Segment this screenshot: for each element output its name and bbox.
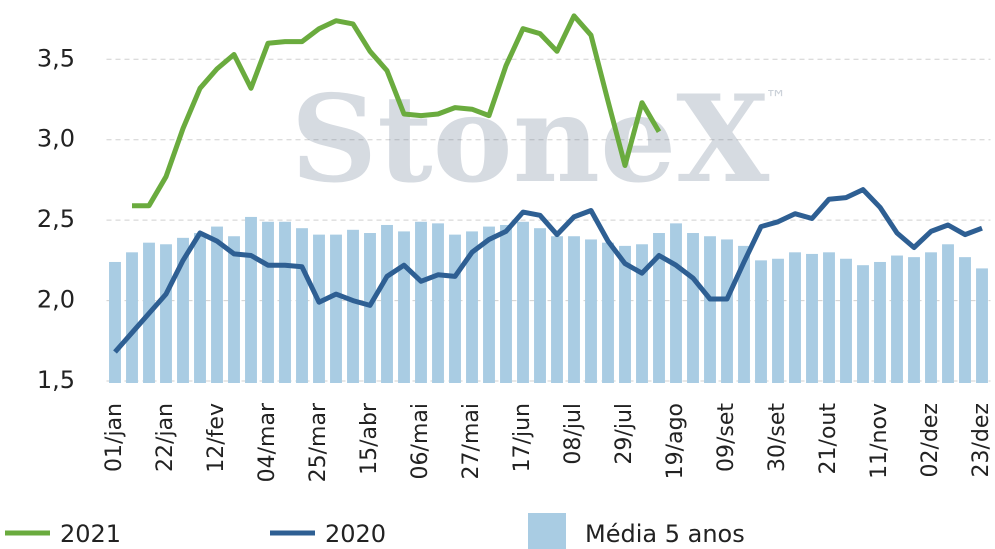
bar xyxy=(755,260,767,383)
bar xyxy=(942,244,954,383)
legend-label: 2021 xyxy=(60,520,121,548)
bar xyxy=(364,233,376,383)
x-tick-label: 06/mai xyxy=(408,403,433,479)
bar xyxy=(789,252,801,383)
bar xyxy=(908,257,920,383)
x-tick-label: 08/jul xyxy=(561,403,586,465)
bar xyxy=(959,257,971,383)
x-tick-label: 19/ago xyxy=(663,403,688,479)
bar xyxy=(296,228,308,383)
bar xyxy=(670,223,682,383)
x-tick-label: 29/jul xyxy=(612,403,637,465)
bar xyxy=(806,253,818,383)
legend-label: 2020 xyxy=(325,520,386,548)
bar xyxy=(194,233,206,383)
x-tick-label: 11/nov xyxy=(867,403,892,479)
bar xyxy=(976,268,988,383)
bar xyxy=(245,216,257,383)
bar xyxy=(653,233,665,383)
bar xyxy=(432,223,444,383)
bar xyxy=(347,229,359,383)
y-tick-label: 3,0 xyxy=(37,125,75,153)
y-tick-label: 2,5 xyxy=(37,205,75,233)
bar xyxy=(823,252,835,383)
bar xyxy=(704,236,716,383)
bar xyxy=(177,237,189,383)
bar xyxy=(449,234,461,383)
bar xyxy=(109,261,121,383)
line-2020 xyxy=(113,187,983,354)
bars xyxy=(109,216,988,383)
bar xyxy=(687,233,699,383)
legend-label: Média 5 anos xyxy=(585,520,745,548)
bar xyxy=(381,224,393,383)
legend-swatch xyxy=(528,513,566,549)
x-tick-label: 04/mar xyxy=(255,402,280,482)
y-tick-label: 3,5 xyxy=(37,44,75,72)
bar xyxy=(534,228,546,383)
bar xyxy=(840,258,852,383)
x-tick-label: 23/dez xyxy=(969,403,994,477)
bar xyxy=(160,244,172,383)
bar xyxy=(619,245,631,383)
lines xyxy=(113,13,983,354)
bar xyxy=(330,234,342,383)
bar xyxy=(721,239,733,383)
bar xyxy=(891,255,903,383)
watermark-mark: ™ xyxy=(765,87,787,112)
x-tick-label: 17/jun xyxy=(510,403,535,472)
bar xyxy=(415,221,427,383)
bar xyxy=(500,224,512,383)
bar xyxy=(398,231,410,383)
bar xyxy=(466,231,478,383)
x-tick-label: 27/mai xyxy=(459,403,484,479)
bar xyxy=(126,252,138,383)
x-tick-label: 02/dez xyxy=(918,403,943,477)
bar xyxy=(517,221,529,383)
x-tick-label: 12/fev xyxy=(204,403,229,473)
bar xyxy=(313,234,325,383)
bar xyxy=(211,226,223,383)
x-tick-label: 21/out xyxy=(816,403,841,475)
bar xyxy=(228,236,240,383)
bar xyxy=(738,245,750,383)
x-tick-label: 15/abr xyxy=(357,402,382,475)
x-tick-label: 30/set xyxy=(765,403,790,472)
bar xyxy=(483,226,495,383)
bar xyxy=(772,258,784,383)
y-tick-label: 2,0 xyxy=(37,286,75,314)
bar xyxy=(925,252,937,383)
bar xyxy=(262,221,274,383)
watermark: StoneX xyxy=(291,69,770,210)
bar xyxy=(279,221,291,383)
x-tick-label: 22/jan xyxy=(153,403,178,472)
x-tick-label: 01/jan xyxy=(102,403,127,472)
y-tick-label: 1,5 xyxy=(37,366,75,394)
bar xyxy=(602,242,614,383)
x-tick-label: 25/mar xyxy=(306,402,331,482)
bar xyxy=(585,239,597,383)
x-tick-label: 09/set xyxy=(714,403,739,472)
line-2021 xyxy=(132,13,662,209)
bar xyxy=(568,236,580,383)
bar xyxy=(857,265,869,383)
bar xyxy=(551,236,563,383)
bar xyxy=(874,261,886,383)
bar xyxy=(636,244,648,383)
